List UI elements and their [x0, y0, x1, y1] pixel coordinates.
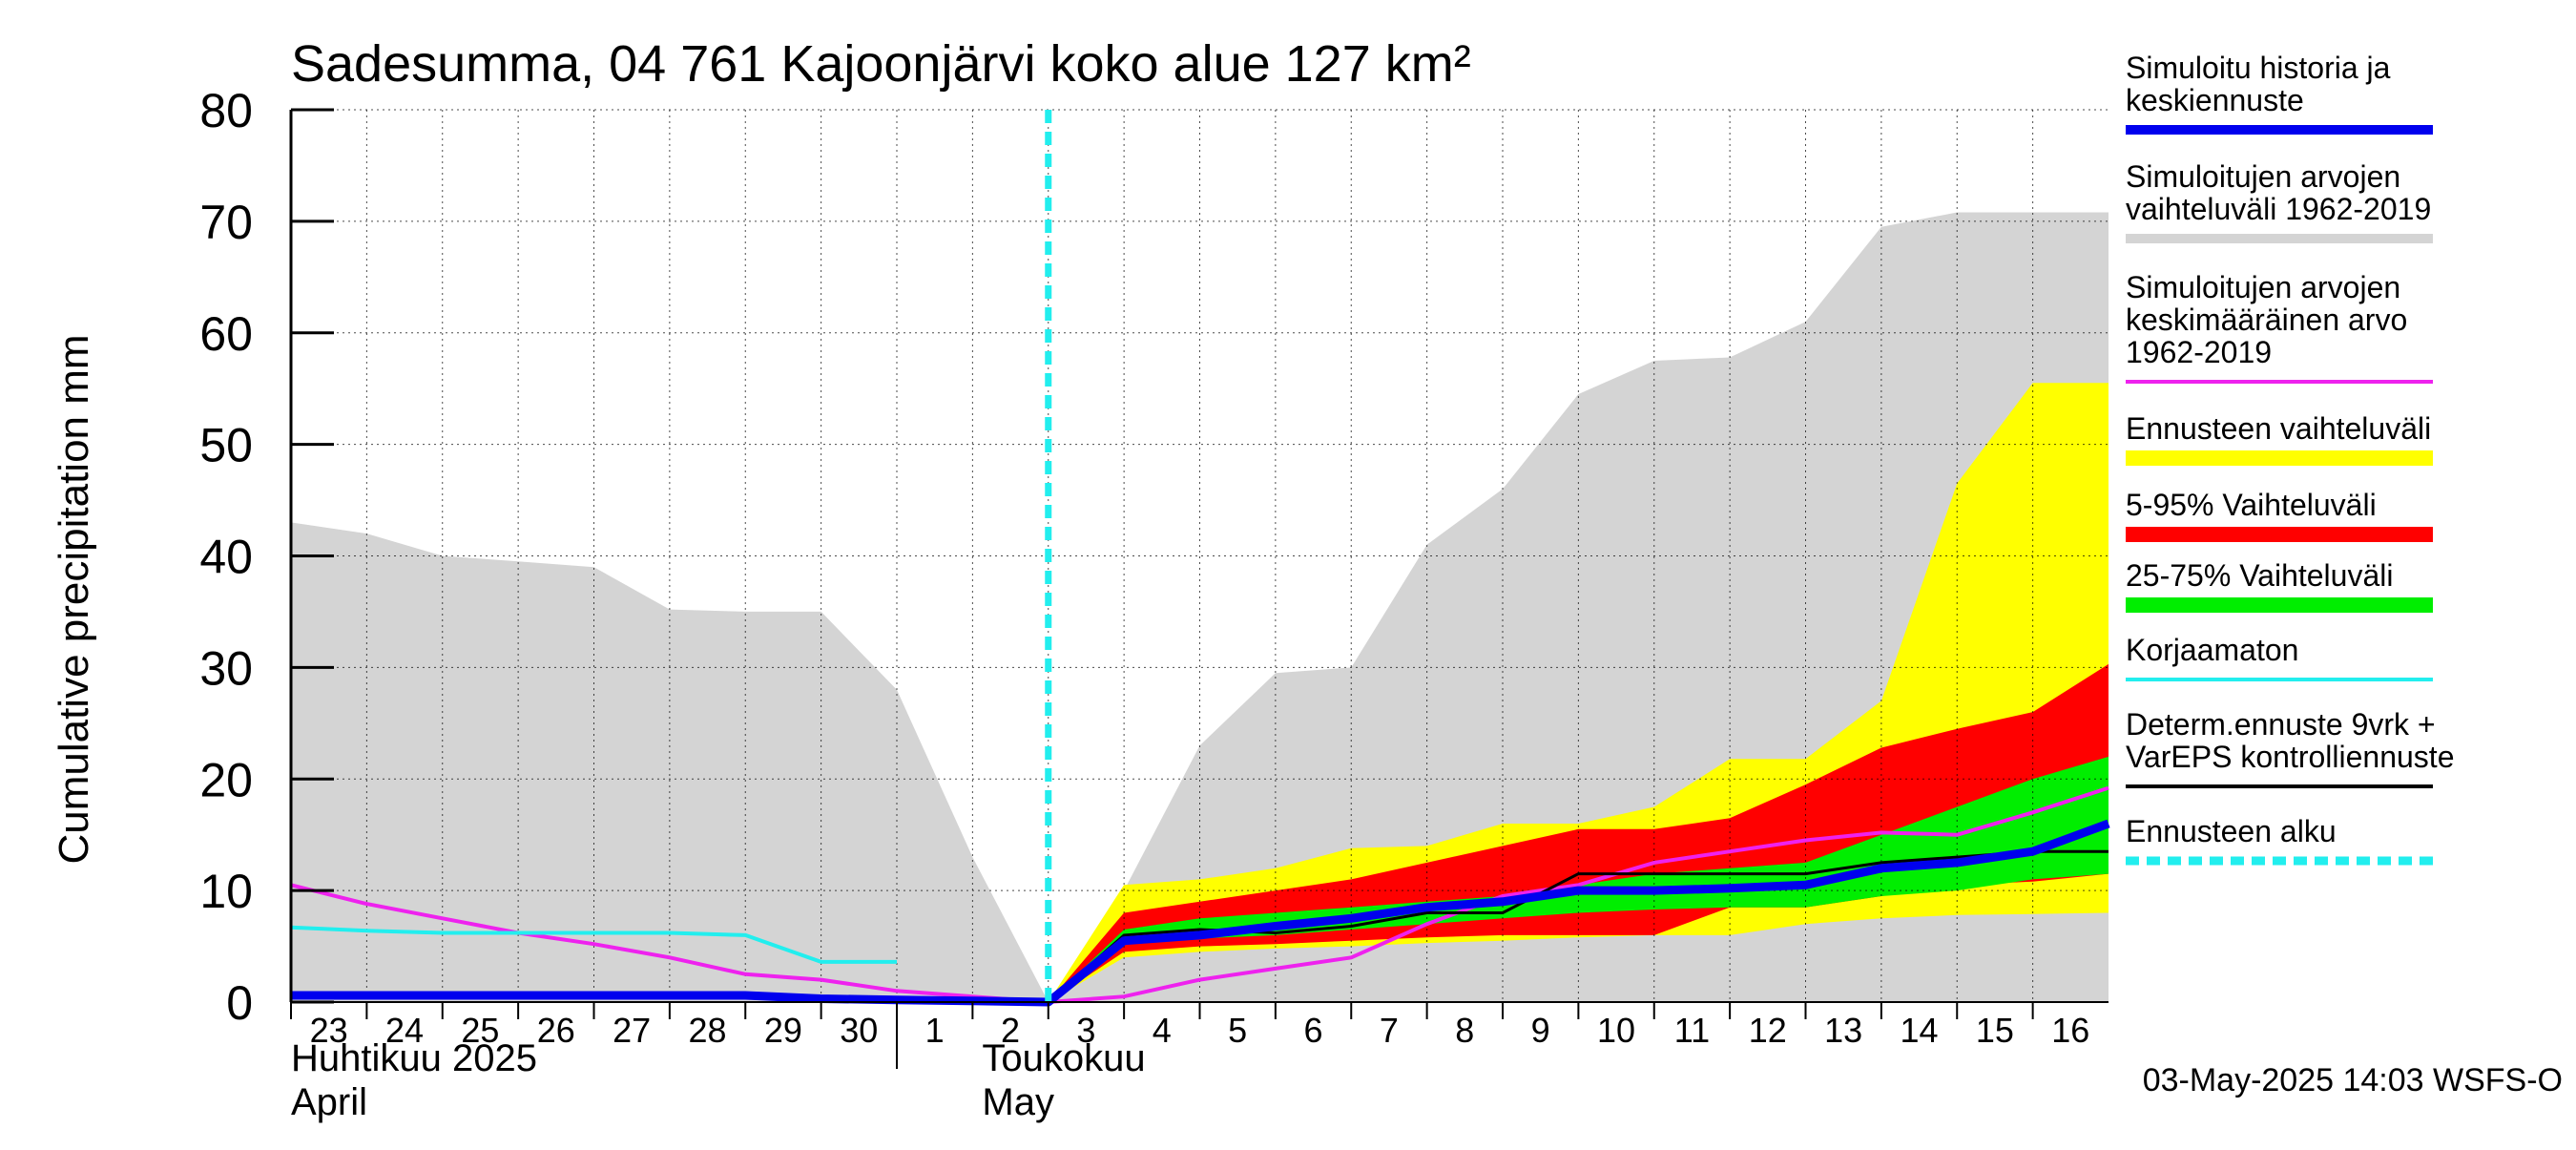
legend-item: Determ.ennuste 9vrk +VarEPS kontrollienn…	[2126, 707, 2454, 788]
legend-label: Ennusteen vaihteluväli	[2126, 411, 2431, 446]
month-label-fi: Huhtikuu 2025	[291, 1037, 537, 1079]
legend-label: keskiennuste	[2126, 83, 2304, 117]
legend-label: 5-95% Vaihteluväli	[2126, 488, 2377, 522]
legend: Simuloitu historia jakeskiennusteSimuloi…	[2126, 51, 2454, 866]
legend-item: Ennusteen alku	[2126, 814, 2433, 866]
x-tick-label: 9	[1531, 1011, 1550, 1050]
chart-title: Sadesumma, 04 761 Kajoonjärvi koko alue …	[291, 35, 1471, 93]
x-tick-label: 11	[1674, 1011, 1710, 1050]
legend-label: Ennusteen alku	[2126, 814, 2337, 848]
y-tick-label: 60	[199, 307, 253, 361]
month-label-fi: Toukokuu	[982, 1037, 1145, 1079]
x-tick-label: 25	[461, 1011, 499, 1050]
x-tick-label: 1	[925, 1011, 945, 1050]
x-tick-label: 6	[1304, 1011, 1323, 1050]
y-tick-label: 0	[226, 976, 253, 1030]
x-tick-label: 14	[1901, 1011, 1939, 1050]
legend-label: Simuloitujen arvojen	[2126, 270, 2400, 304]
y-axis-label: Cumulative precipitation mm	[51, 334, 97, 864]
legend-item: Korjaamaton	[2126, 633, 2433, 681]
y-tick-label: 10	[199, 865, 253, 918]
legend-item: 25-75% Vaihteluväli	[2126, 558, 2433, 613]
legend-label: vaihteluväli 1962-2019	[2126, 192, 2431, 226]
x-tick-label: 29	[764, 1011, 802, 1050]
series-climatological-mean-line	[290, 785, 2109, 1005]
x-tick-label: 3	[1076, 1011, 1095, 1050]
x-tick-label: 8	[1455, 1011, 1474, 1050]
x-tick-label: 27	[613, 1011, 651, 1050]
x-tick-label: 13	[1824, 1011, 1862, 1050]
x-tick-label: 4	[1153, 1011, 1172, 1050]
y-tick-label: 50	[199, 419, 253, 472]
x-tick-label: 10	[1597, 1011, 1635, 1050]
y-tick-label: 40	[199, 531, 253, 584]
x-tick-label: 2	[1001, 1011, 1020, 1050]
legend-label: 25-75% Vaihteluväli	[2126, 558, 2393, 593]
legend-label: VarEPS kontrolliennuste	[2126, 740, 2454, 774]
x-tick-label: 16	[2051, 1011, 2089, 1050]
x-tick-label: 24	[385, 1011, 424, 1050]
x-tick-label: 7	[1380, 1011, 1399, 1050]
month-label-en: May	[982, 1081, 1054, 1123]
x-tick-label: 23	[310, 1011, 348, 1050]
legend-label: Determ.ennuste 9vrk +	[2126, 707, 2436, 742]
y-tick-label: 70	[199, 196, 253, 249]
x-tick-label: 12	[1749, 1011, 1787, 1050]
legend-label: Korjaamaton	[2126, 633, 2298, 667]
x-tick-label: 26	[537, 1011, 575, 1050]
series-historical-range-band	[291, 212, 2109, 1002]
x-tick-label: 5	[1228, 1011, 1247, 1050]
legend-label: Simuloitujen arvojen	[2126, 159, 2400, 194]
legend-label: keskimääräinen arvo	[2126, 303, 2407, 337]
x-tick-label: 15	[1976, 1011, 2014, 1050]
x-tick-label: 28	[689, 1011, 727, 1050]
legend-item: 5-95% Vaihteluväli	[2126, 488, 2433, 542]
legend-label: 1962-2019	[2126, 335, 2272, 369]
y-tick-label: 20	[199, 753, 253, 806]
y-tick-label: 30	[199, 641, 253, 695]
series-25-75-band	[1048, 756, 2109, 1002]
series-uncorrected-line	[290, 925, 897, 964]
legend-item: Ennusteen vaihteluväli	[2126, 411, 2433, 466]
y-tick-label: 80	[199, 84, 253, 137]
series-simulated-mean-line	[291, 819, 2110, 1007]
month-label-en: April	[291, 1081, 367, 1123]
x-tick-label: 30	[840, 1011, 878, 1050]
timestamp: 03-May-2025 14:03 WSFS-O	[2143, 1062, 2563, 1098]
legend-label: Simuloitu historia ja	[2126, 51, 2391, 85]
